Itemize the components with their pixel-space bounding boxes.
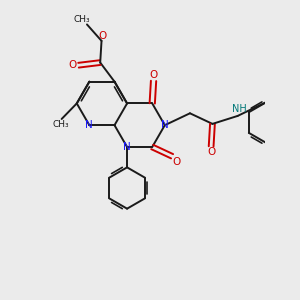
Text: N: N	[161, 120, 169, 130]
Text: NH: NH	[232, 103, 247, 113]
Text: CH₃: CH₃	[74, 15, 91, 24]
Text: O: O	[99, 31, 107, 40]
Text: O: O	[149, 70, 158, 80]
Text: O: O	[172, 157, 180, 166]
Text: F: F	[299, 125, 300, 135]
Text: O: O	[207, 147, 215, 157]
Text: O: O	[68, 60, 77, 70]
Text: N: N	[123, 142, 131, 152]
Text: CH₃: CH₃	[52, 120, 69, 129]
Text: N: N	[85, 120, 93, 130]
